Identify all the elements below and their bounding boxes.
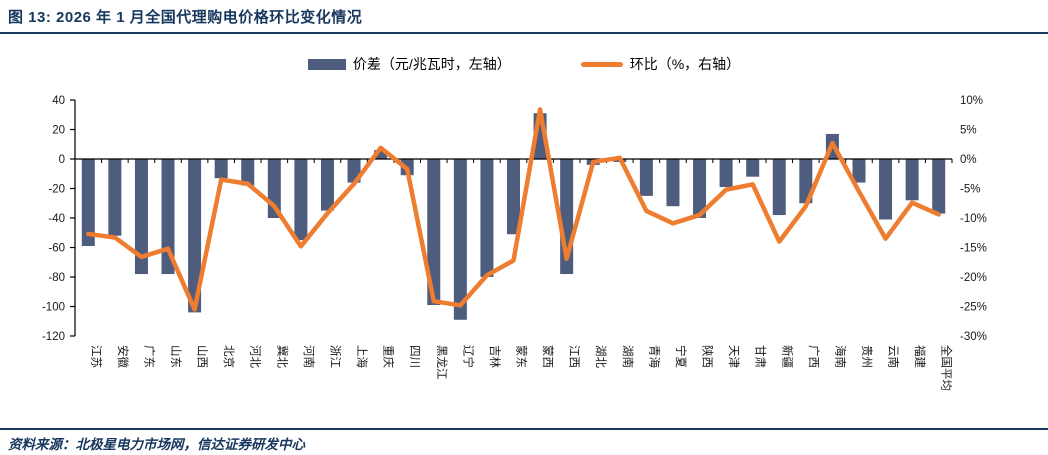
left-axis-tick-label: -40 [48,213,65,225]
chart-legend: 价差（元/兆瓦时，左轴） 环比（%，右轴） [0,52,1048,76]
bar-陕西 [693,159,707,218]
source-note: 资料来源：北极星电力市场网，信达证券研发中心 [8,437,305,452]
right-axis-tick-label: -25% [960,302,987,314]
x-label-新疆: 新疆 [780,345,794,368]
bar-全国平均 [932,159,946,214]
x-label-四川: 四川 [408,345,421,368]
x-label-黑龙江: 黑龙江 [435,345,448,380]
left-axis-tick-label: -100 [42,302,65,314]
bar-安徽 [108,159,122,236]
left-axis-tick-label: 0 [59,154,65,166]
bar-甘肃 [746,159,760,177]
bar-山西 [188,159,202,313]
bar-河南 [294,159,308,241]
bar-河北 [241,159,255,186]
bar-广西 [799,159,813,204]
footer-divider [0,428,1048,430]
right-axis-tick-label: -5% [960,184,980,196]
line-series-swatch-icon [580,61,623,67]
legend-line-label: 环比（%，右轴） [629,56,741,72]
legend-item-bar-series: 价差（元/兆瓦时，左轴） [307,54,511,74]
x-label-江西: 江西 [568,345,581,368]
x-label-安徽: 安徽 [116,345,130,368]
bar-吉林 [480,159,494,277]
x-label-重庆: 重庆 [382,345,396,368]
x-label-浙江: 浙江 [328,345,341,368]
right-axis-tick-label: 5% [960,125,977,137]
x-label-河北: 河北 [249,345,262,368]
x-label-蒙东: 蒙东 [515,345,528,368]
x-label-上海: 上海 [355,345,369,368]
bar-辽宁 [453,159,467,320]
x-label-宁夏: 宁夏 [674,345,688,368]
right-axis-tick-label: -30% [960,331,987,343]
right-axis-tick-label: 10% [960,95,983,107]
right-axis-tick-label: -20% [960,272,987,284]
x-label-湖北: 湖北 [594,345,608,368]
left-axis-tick-label: 20 [52,125,65,137]
bar-山东 [161,159,175,275]
x-label-全国平均: 全国平均 [940,345,954,391]
bar-黑龙江 [427,159,441,306]
bar-福建 [905,159,919,201]
x-label-甘肃: 甘肃 [754,345,767,368]
x-label-江苏: 江苏 [89,345,102,368]
right-axis-tick-label: 0% [960,154,977,166]
x-label-山东: 山东 [169,345,182,368]
figure-title: 图 13: 2026 年 1 月全国代理购电价格环比变化情况 [8,9,363,26]
combo-chart: 40 20 0 -20 -40 -60 -80 -100 -120 10% 5% 0% -5% -10% -… [42,95,987,391]
x-label-天津: 天津 [727,345,740,368]
right-axis-tick-label: -10% [960,213,987,225]
x-label-辽宁: 辽宁 [461,345,475,368]
legend-item-line-series: 环比（%，右轴） [580,54,741,74]
x-label-云南: 云南 [887,345,901,368]
bar-新疆 [772,159,786,216]
right-axis-tick-label: -15% [960,243,987,255]
x-label-海南: 海南 [833,345,847,368]
mom-change-line [86,107,941,312]
bar-重庆 [374,150,388,159]
bar-浙江 [320,159,334,211]
bar-series-swatch-icon [307,58,346,70]
title-divider [0,32,1048,34]
x-label-山西: 山西 [196,345,209,368]
left-axis-tick-label: 40 [52,95,65,107]
x-label-冀北: 冀北 [275,345,289,368]
x-label-青海: 青海 [647,345,661,368]
x-label-河南: 河南 [302,345,316,368]
left-axis-tick-label: -60 [48,243,65,255]
bar-北京 [214,159,228,179]
x-label-广西: 广西 [807,345,820,368]
bar-青海 [639,159,653,196]
x-label-陕西: 陕西 [701,345,715,368]
x-label-广东: 广东 [142,345,155,368]
x-label-北京: 北京 [222,345,236,368]
bar-蒙东 [507,159,520,235]
x-label-蒙西: 蒙西 [541,345,554,368]
legend-bar-label: 价差（元/兆瓦时，左轴） [352,56,511,72]
bar-宁夏 [666,159,680,207]
bar-天津 [719,159,733,188]
left-axis-tick-label: -80 [48,272,65,284]
left-axis-tick-label: -120 [42,331,65,343]
left-axis-tick-label: -20 [48,184,65,196]
bar-广东 [134,159,148,275]
x-label-贵州: 贵州 [860,345,873,368]
bar-云南 [879,159,893,220]
x-label-湖南: 湖南 [621,345,635,368]
bar-江苏 [81,159,95,247]
bar-贵州 [852,159,866,183]
x-label-福建: 福建 [913,345,927,368]
x-label-吉林: 吉林 [488,345,502,368]
